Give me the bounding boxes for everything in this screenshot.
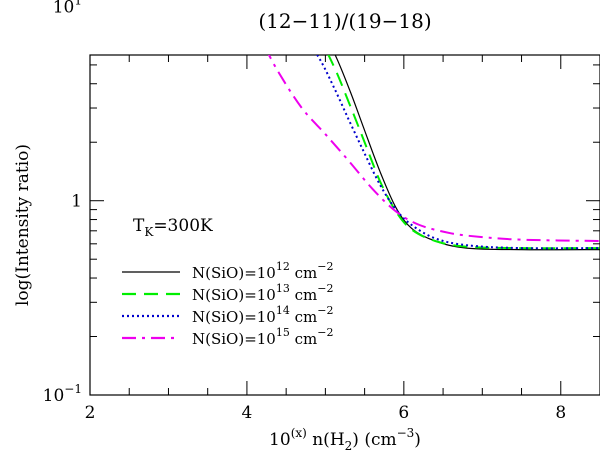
legend: N(SiO)=1012 cm−2N(SiO)=1013 cm−2N(SiO)=1… bbox=[122, 260, 333, 348]
x-tick-label: 4 bbox=[242, 403, 253, 423]
y-tick-label: 1 bbox=[71, 192, 82, 212]
x-tick-label: 6 bbox=[398, 403, 409, 423]
series-line-1 bbox=[334, 55, 600, 251]
y-tick-label: 101 bbox=[53, 0, 82, 17]
series-line-4 bbox=[267, 55, 600, 242]
x-tick-label: 8 bbox=[555, 403, 566, 423]
x-tick-label: 2 bbox=[85, 403, 96, 423]
series-lines bbox=[267, 55, 600, 251]
chart-title: (12−11)/(19−18) bbox=[258, 9, 431, 33]
y-axis-label: log(Intensity ratio) bbox=[13, 144, 33, 306]
series-line-3 bbox=[316, 55, 600, 250]
x-tick-labels: 2 4 6 8 bbox=[85, 403, 567, 423]
tick-marks bbox=[89, 55, 600, 396]
y-tick-label: 10−1 bbox=[43, 382, 82, 406]
y-tick-labels: 10−1 1 101 bbox=[43, 0, 82, 406]
legend-label-2: N(SiO)=1013 cm−2 bbox=[192, 282, 333, 304]
legend-label-4: N(SiO)=1015 cm−2 bbox=[192, 326, 333, 348]
x-axis-label: 10(x) n(H2) (cm−3) bbox=[269, 426, 421, 453]
legend-label-3: N(SiO)=1014 cm−2 bbox=[192, 304, 333, 326]
series-line-2 bbox=[327, 55, 600, 250]
legend-label-1: N(SiO)=1012 cm−2 bbox=[192, 260, 333, 282]
plot-frame bbox=[89, 54, 600, 396]
temperature-annotation: TK=300K bbox=[133, 216, 213, 239]
